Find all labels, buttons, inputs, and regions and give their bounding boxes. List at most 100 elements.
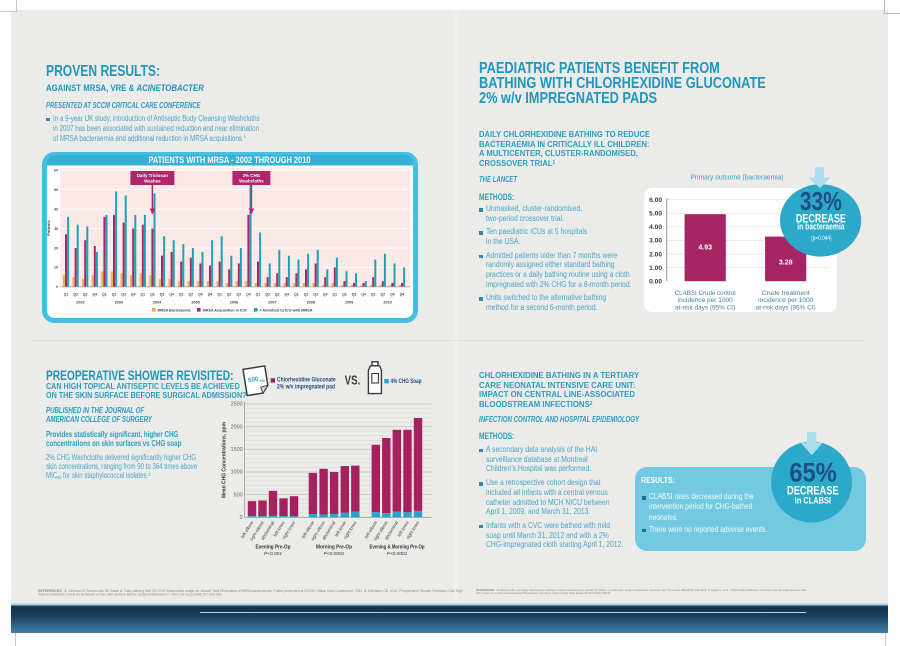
svg-text:Q4: Q4 (131, 292, 136, 296)
svg-text:Crude treatment: Crude treatment (762, 290, 810, 297)
svg-text:4% CHG Soap: 4% CHG Soap (391, 378, 422, 385)
svg-text:500: 500 (234, 492, 243, 498)
svg-text:4.00: 4.00 (649, 224, 662, 231)
svg-text:incidence per 1000: incidence per 1000 (758, 297, 814, 304)
svg-text:VS.: VS. (345, 372, 361, 387)
svg-text:MRSA Acquisition in ICU: MRSA Acquisition in ICU (203, 307, 247, 312)
svg-text:Patients: Patients (46, 219, 51, 235)
svg-text:Q4: Q4 (246, 292, 251, 296)
svg-text:DECREASE: DECREASE (796, 211, 846, 225)
svg-text:Q4: Q4 (400, 292, 405, 296)
svg-text:Morning Pre-Op: Morning Pre-Op (316, 545, 352, 551)
svg-text:0.00: 0.00 (649, 279, 662, 286)
svg-text:# Admitted to ICU with MRSA: # Admitted to ICU with MRSA (260, 307, 313, 312)
svg-text:2006: 2006 (230, 301, 238, 305)
svg-text:2008: 2008 (307, 301, 315, 305)
svg-text:Q2: Q2 (342, 292, 347, 296)
svg-text:2002: 2002 (76, 301, 84, 305)
svg-text:Q3: Q3 (313, 292, 318, 296)
svg-text:P<0.001: P<0.001 (264, 551, 282, 557)
svg-text:65%: 65% (789, 457, 836, 487)
svg-text:Q3: Q3 (352, 292, 357, 296)
svg-text:Q2: Q2 (381, 292, 386, 296)
svg-text:Q2: Q2 (227, 292, 232, 296)
svg-text:CLABSI Crude control: CLABSI Crude control (675, 290, 736, 297)
svg-text:Mean CHG Concentrations, ppm: Mean CHG Concentrations, ppm (222, 422, 228, 498)
svg-text:Washes: Washes (144, 179, 161, 184)
svg-text:Q1: Q1 (294, 292, 299, 296)
svg-text:Q1: Q1 (256, 292, 261, 296)
svg-text:Q1: Q1 (371, 292, 376, 296)
svg-text:2% CHG: 2% CHG (243, 173, 261, 178)
svg-text:PATIENTS WITH MRSA - 2002 THRO: PATIENTS WITH MRSA - 2002 THROUGH 2010 (149, 155, 311, 165)
svg-text:DECREASE: DECREASE (787, 484, 839, 497)
svg-text:2500: 2500 (231, 402, 243, 408)
svg-text:4.93: 4.93 (698, 245, 712, 252)
svg-text:2005: 2005 (191, 301, 199, 305)
svg-text:Q2: Q2 (112, 292, 117, 296)
svg-text:at-risk days (95% CI): at-risk days (95% CI) (675, 304, 735, 311)
svg-text:2004: 2004 (153, 301, 162, 305)
svg-text:2010: 2010 (383, 301, 391, 305)
svg-text:500: 500 (248, 376, 260, 385)
svg-text:2.00: 2.00 (649, 251, 662, 258)
svg-text:Q2: Q2 (189, 292, 194, 296)
svg-text:1.00: 1.00 (649, 265, 662, 272)
svg-text:P<0.0001: P<0.0001 (387, 551, 408, 557)
svg-text:Washcloths: Washcloths (239, 179, 264, 184)
svg-text:Q3: Q3 (121, 292, 126, 296)
svg-text:Chlorhexidine Gluconate: Chlorhexidine Gluconate (277, 377, 336, 384)
svg-text:0: 0 (240, 515, 243, 521)
svg-text:Q4: Q4 (208, 292, 213, 296)
svg-text:Q2: Q2 (265, 292, 270, 296)
svg-text:0: 0 (56, 285, 58, 289)
svg-text:Q3: Q3 (275, 292, 280, 296)
svg-text:Q4: Q4 (93, 292, 98, 296)
svg-text:20: 20 (54, 246, 58, 250)
svg-text:mg: mg (259, 378, 265, 383)
svg-text:Evening & Morning Pre-Op: Evening & Morning Pre-Op (370, 545, 425, 551)
svg-text:Q2: Q2 (73, 292, 78, 296)
svg-text:in CLABSI: in CLABSI (795, 496, 831, 506)
svg-text:3.28: 3.28 (779, 260, 793, 267)
svg-text:2% w/v impregnated pad: 2% w/v impregnated pad (277, 383, 335, 390)
svg-text:6.00: 6.00 (649, 197, 662, 204)
svg-text:Q1: Q1 (141, 292, 146, 296)
svg-text:10: 10 (54, 266, 58, 270)
svg-text:Primary outcome (bacteraemia): Primary outcome (bacteraemia) (691, 173, 784, 182)
svg-text:Q1: Q1 (333, 292, 338, 296)
svg-text:P<0.0001: P<0.0001 (324, 551, 345, 557)
svg-text:Q4: Q4 (285, 292, 290, 296)
svg-text:Q3: Q3 (83, 292, 88, 296)
svg-text:Q3: Q3 (237, 292, 242, 296)
svg-text:Q1: Q1 (179, 292, 184, 296)
svg-text:Q1: Q1 (64, 292, 69, 296)
svg-text:at-risk days (95% CI): at-risk days (95% CI) (756, 304, 816, 311)
svg-text:2000: 2000 (231, 424, 243, 430)
svg-text:2007: 2007 (268, 301, 276, 305)
svg-text:in bacteraemia: in bacteraemia (797, 222, 845, 232)
svg-text:Q4: Q4 (361, 292, 366, 296)
svg-text:Q3: Q3 (160, 292, 165, 296)
svg-text:Q4: Q4 (323, 292, 328, 296)
svg-text:Q2: Q2 (150, 292, 155, 296)
svg-text:Daily Triclosan: Daily Triclosan (137, 173, 168, 178)
svg-text:50: 50 (54, 188, 58, 192)
svg-text:MRSA Bacteraemia: MRSA Bacteraemia (158, 307, 192, 312)
svg-text:3.00: 3.00 (649, 238, 662, 245)
svg-text:Q3: Q3 (198, 292, 203, 296)
svg-text:1500: 1500 (231, 447, 243, 453)
svg-text:Q1: Q1 (102, 292, 107, 296)
svg-text:Evening Pre-Op: Evening Pre-Op (256, 545, 291, 551)
svg-text:40: 40 (54, 207, 58, 211)
svg-text:(p=0.044): (p=0.044) (811, 235, 832, 242)
svg-text:Q4: Q4 (169, 292, 174, 296)
svg-text:Q2: Q2 (304, 292, 309, 296)
svg-text:incidence per 1000: incidence per 1000 (678, 297, 734, 304)
svg-text:2009: 2009 (345, 301, 353, 305)
svg-text:60: 60 (54, 168, 58, 172)
svg-text:30: 30 (54, 227, 58, 231)
svg-text:2003: 2003 (115, 301, 123, 305)
svg-text:33%: 33% (800, 186, 842, 216)
svg-text:5.00: 5.00 (649, 211, 662, 218)
